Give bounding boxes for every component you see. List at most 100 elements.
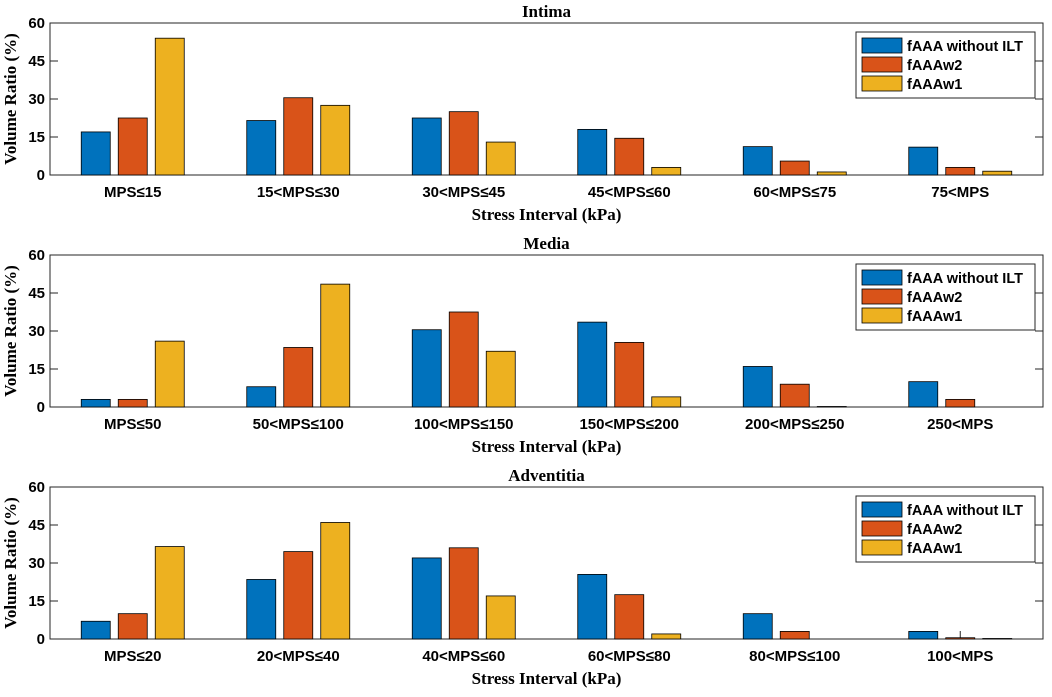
chart-title: Media bbox=[523, 234, 570, 253]
legend-label: fAAAw1 bbox=[907, 541, 962, 557]
bar bbox=[779, 383, 810, 408]
x-tick-label: 100<MPS bbox=[927, 648, 993, 665]
x-tick-label: 150<MPS≤200 bbox=[579, 416, 679, 433]
x-tick-label: MPS≤20 bbox=[104, 648, 161, 665]
legend-swatch bbox=[861, 520, 903, 537]
x-tick-label: 40<MPS≤60 bbox=[422, 648, 505, 665]
y-tick-label: 15 bbox=[28, 593, 45, 610]
bar bbox=[283, 97, 314, 176]
bar bbox=[614, 137, 645, 176]
bar bbox=[742, 613, 773, 640]
x-tick-label: 200<MPS≤250 bbox=[745, 416, 845, 433]
bar bbox=[614, 341, 645, 408]
legend-swatch bbox=[861, 37, 903, 54]
bar bbox=[577, 128, 608, 176]
chart-title: Intima bbox=[522, 2, 572, 21]
bar bbox=[283, 551, 314, 640]
chart-panel-1: Intima 0 15 30 45 60 Volume Ratio (%) MPS≤15 15<… bbox=[1, 2, 1044, 224]
x-tick-label: 100<MPS≤150 bbox=[414, 416, 514, 433]
y-axis-label: Volume Ratio (%) bbox=[1, 265, 20, 397]
bar bbox=[945, 637, 976, 640]
x-tick-label: 50<MPS≤100 bbox=[253, 416, 344, 433]
legend-swatch bbox=[861, 539, 903, 556]
x-tick-label: 45<MPS≤60 bbox=[588, 184, 671, 201]
bar bbox=[614, 594, 645, 640]
chart-panel-3: Adventitia 0 15 30 45 60 Volume Ratio (%) MPS≤2… bbox=[1, 466, 1044, 688]
y-tick-label: 30 bbox=[28, 91, 45, 108]
legend-label: fAAAw2 bbox=[907, 58, 962, 74]
x-tick-label: 80<MPS≤100 bbox=[749, 648, 840, 665]
bar bbox=[908, 146, 939, 176]
y-axis-label: Volume Ratio (%) bbox=[1, 497, 20, 629]
bar bbox=[80, 620, 111, 640]
legend-label: fAAA without ILT bbox=[907, 271, 1023, 287]
bar bbox=[117, 117, 148, 176]
y-tick-label: 60 bbox=[28, 15, 45, 32]
bar bbox=[448, 311, 479, 408]
bar bbox=[80, 398, 111, 408]
bar bbox=[154, 546, 185, 640]
y-axis-label: Volume Ratio (%) bbox=[1, 33, 20, 165]
bar bbox=[908, 631, 939, 640]
bar bbox=[411, 557, 442, 640]
y-tick-label: 45 bbox=[28, 517, 45, 534]
bar bbox=[485, 350, 516, 408]
bar bbox=[908, 381, 939, 408]
bar bbox=[816, 406, 847, 408]
bar bbox=[577, 574, 608, 640]
bar bbox=[945, 398, 976, 408]
legend-label: fAAA without ILT bbox=[907, 39, 1023, 55]
x-tick-label: 20<MPS≤40 bbox=[257, 648, 340, 665]
x-tick-label: 15<MPS≤30 bbox=[257, 184, 340, 201]
x-tick-label: 60<MPS≤75 bbox=[753, 184, 836, 201]
bar bbox=[117, 613, 148, 640]
x-tick-label: MPS≤50 bbox=[104, 416, 161, 433]
bar bbox=[154, 37, 185, 176]
bar bbox=[945, 166, 976, 176]
legend-swatch bbox=[861, 269, 903, 286]
bar bbox=[80, 131, 111, 176]
bar bbox=[742, 366, 773, 408]
x-tick-label: 30<MPS≤45 bbox=[422, 184, 505, 201]
bar bbox=[816, 171, 847, 176]
bar bbox=[448, 547, 479, 640]
legend-swatch bbox=[861, 307, 903, 324]
bar bbox=[283, 347, 314, 408]
bar bbox=[779, 160, 810, 176]
bar bbox=[651, 633, 682, 640]
bar bbox=[448, 111, 479, 176]
x-tick-label: MPS≤15 bbox=[104, 184, 161, 201]
x-axis-label: Stress Interval (kPa) bbox=[472, 437, 622, 456]
y-tick-label: 30 bbox=[28, 555, 45, 572]
x-axis-label: Stress Interval (kPa) bbox=[472, 669, 622, 688]
y-tick-label: 60 bbox=[28, 247, 45, 264]
bar bbox=[246, 579, 277, 640]
x-tick-label: 250<MPS bbox=[927, 416, 993, 433]
bar bbox=[154, 340, 185, 408]
x-tick-label: 75<MPS bbox=[931, 184, 989, 201]
y-tick-label: 15 bbox=[28, 361, 45, 378]
y-tick-label: 15 bbox=[28, 129, 45, 146]
legend-label: fAAAw2 bbox=[907, 522, 962, 538]
legend-label: fAAA without ILT bbox=[907, 503, 1023, 519]
bar bbox=[246, 120, 277, 176]
bar bbox=[320, 283, 351, 408]
x-axis-label: Stress Interval (kPa) bbox=[472, 205, 622, 224]
legend-label: fAAAw1 bbox=[907, 309, 962, 325]
legend-swatch bbox=[861, 288, 903, 305]
x-tick-label: 60<MPS≤80 bbox=[588, 648, 671, 665]
bar bbox=[320, 104, 351, 176]
y-tick-label: 30 bbox=[28, 323, 45, 340]
bar bbox=[982, 170, 1013, 176]
legend: fAAA without ILT fAAAw2 fAAAw1 bbox=[855, 263, 1036, 331]
bar bbox=[485, 595, 516, 640]
y-tick-label: 0 bbox=[37, 631, 45, 648]
legend-swatch bbox=[861, 75, 903, 92]
chart-title: Adventitia bbox=[508, 466, 585, 485]
bar bbox=[411, 117, 442, 176]
y-tick-label: 45 bbox=[28, 53, 45, 70]
bar bbox=[117, 398, 148, 408]
bar bbox=[411, 329, 442, 408]
